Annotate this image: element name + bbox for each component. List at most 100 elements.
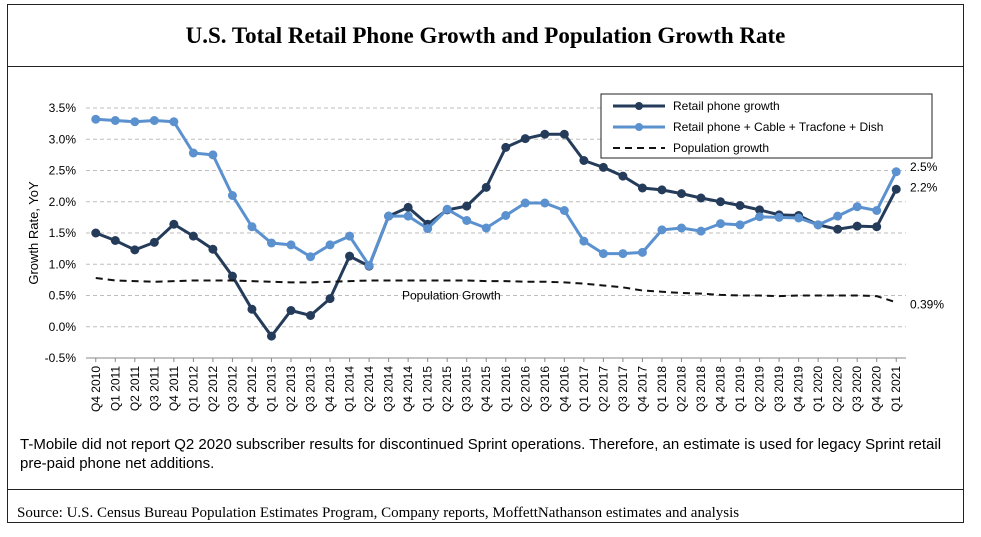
x-tick-label: Q3 2020 xyxy=(850,366,864,412)
data-point xyxy=(598,249,608,259)
data-point xyxy=(637,183,647,193)
data-point xyxy=(403,202,413,212)
data-point xyxy=(91,114,101,124)
legend-marker xyxy=(635,123,643,131)
data-point xyxy=(794,213,804,223)
series-line-retail-phone xyxy=(95,132,898,339)
data-point xyxy=(891,184,901,194)
x-tick-label: Q4 2018 xyxy=(714,366,728,412)
legend-label: Retail phone growth xyxy=(673,99,780,113)
data-point xyxy=(501,142,511,152)
data-point xyxy=(403,211,413,221)
y-tick-label: 3.0% xyxy=(49,132,77,146)
x-tick-label: Q1 2018 xyxy=(655,366,669,412)
x-tick-label: Q2 2020 xyxy=(831,366,845,412)
data-point xyxy=(618,249,628,259)
end-value-label: 0.39% xyxy=(910,297,944,311)
chart-title: U.S. Total Retail Phone Growth and Popul… xyxy=(185,22,786,48)
x-tick-label: Q1 2011 xyxy=(108,366,122,411)
data-point xyxy=(559,129,569,139)
x-tick-label: Q1 2014 xyxy=(343,366,357,412)
data-point xyxy=(110,116,120,125)
x-tick-label: Q4 2017 xyxy=(635,366,649,412)
data-point xyxy=(247,222,257,232)
x-tick-label: Q1 2012 xyxy=(186,366,200,412)
data-point xyxy=(442,204,452,214)
end-value-label: 2.2% xyxy=(910,180,938,194)
x-tick-label: Q3 2019 xyxy=(772,366,786,412)
data-point xyxy=(735,201,745,210)
data-point xyxy=(657,185,667,195)
data-point xyxy=(227,271,237,281)
data-point xyxy=(130,245,140,255)
data-point xyxy=(462,216,472,225)
data-point xyxy=(833,224,843,234)
line-chart: -0.5% 0.0% 0.5% 1.0% 1.5% 2.0% 2.5% 3.0% 3.5% Gro… xyxy=(26,93,944,412)
y-tick-label: 1.0% xyxy=(49,257,77,271)
data-point xyxy=(384,211,394,221)
chart-frame: U.S. Total Retail Phone Growth and Popul… xyxy=(7,4,964,523)
data-point xyxy=(188,148,198,158)
x-tick-label: Q4 2012 xyxy=(245,366,259,412)
data-point xyxy=(364,261,374,270)
data-point xyxy=(110,236,120,245)
data-point xyxy=(169,117,179,127)
x-tick-label: Q4 2016 xyxy=(557,366,571,412)
x-tick-label: Q2 2015 xyxy=(440,366,454,412)
x-tick-label: Q1 2019 xyxy=(733,366,747,412)
data-point xyxy=(540,198,550,208)
data-point xyxy=(833,211,843,221)
population-annotation: Population Growth xyxy=(402,288,501,302)
data-point xyxy=(306,252,316,262)
data-point xyxy=(423,224,433,234)
data-point xyxy=(872,222,882,232)
legend-label: Retail phone + Cable + Tracfone + Dish xyxy=(673,120,883,134)
data-point xyxy=(208,244,218,254)
x-tick-label: Q3 2015 xyxy=(460,366,474,412)
x-tick-label: Q2 2014 xyxy=(362,366,376,412)
x-tick-label: Q1 2017 xyxy=(577,366,591,412)
legend-marker xyxy=(635,102,643,110)
data-point xyxy=(345,231,355,241)
y-tick-label: 1.5% xyxy=(49,226,77,240)
data-point xyxy=(306,311,316,320)
data-point xyxy=(891,167,901,177)
data-point xyxy=(579,156,589,165)
footnote: T-Mobile did not report Q2 2020 subscrib… xyxy=(20,436,942,472)
x-tick-label: Q1 2013 xyxy=(264,366,278,412)
data-point xyxy=(169,219,179,229)
x-tick-label: Q2 2013 xyxy=(284,366,298,412)
data-point xyxy=(266,238,276,248)
data-point xyxy=(559,206,569,215)
end-value-label: 2.5% xyxy=(910,160,938,174)
x-tick-label: Q1 2015 xyxy=(421,366,435,412)
data-point xyxy=(716,197,726,207)
data-point xyxy=(345,251,355,261)
x-tick-label: Q1 2016 xyxy=(499,366,513,412)
x-tick-label: Q4 2013 xyxy=(323,366,337,412)
data-point xyxy=(540,129,550,139)
data-point xyxy=(696,226,706,236)
data-point xyxy=(286,240,296,250)
data-point xyxy=(618,171,628,181)
x-tick-label: Q4 2019 xyxy=(792,366,806,412)
data-point xyxy=(676,223,686,233)
x-tick-label: Q2 2016 xyxy=(518,366,532,412)
data-point xyxy=(520,198,530,208)
y-tick-label: -0.5% xyxy=(45,351,77,365)
x-tick-label: Q4 2015 xyxy=(479,366,493,412)
data-point xyxy=(481,182,491,192)
data-point xyxy=(227,191,237,200)
source-band: Source: U.S. Census Bureau Population Es… xyxy=(8,489,963,524)
data-point xyxy=(735,220,745,230)
y-axis-label: Growth Rate, YoY xyxy=(26,181,41,285)
x-tick-label: Q3 2016 xyxy=(538,366,552,412)
x-tick-label: Q4 2010 xyxy=(89,366,103,412)
series-line-population xyxy=(95,277,897,304)
data-point xyxy=(481,223,491,233)
data-point xyxy=(130,117,140,127)
legend-label: Population growth xyxy=(673,141,769,155)
x-tick-label: Q3 2012 xyxy=(225,366,239,412)
x-tick-label: Q4 2011 xyxy=(167,366,181,411)
y-tick-label: 0.0% xyxy=(49,320,77,334)
